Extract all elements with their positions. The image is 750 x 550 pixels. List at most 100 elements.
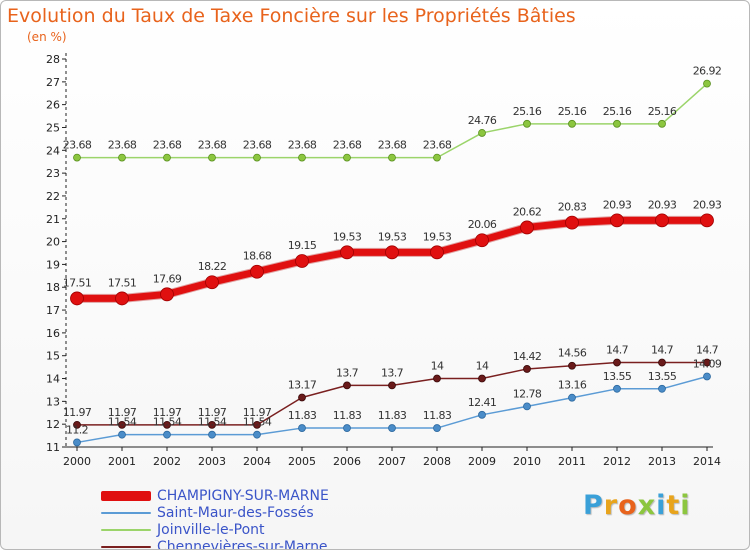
data-point [340, 245, 354, 260]
data-point [208, 153, 216, 162]
data-label: 20.06 [468, 218, 497, 231]
x-tick-label: 2007 [378, 455, 406, 468]
data-point [613, 358, 621, 367]
data-point [250, 264, 264, 279]
y-tick-label: 28 [46, 53, 60, 66]
data-label: 14.56 [558, 347, 587, 360]
data-label: 11.97 [198, 406, 227, 419]
data-point [298, 153, 306, 162]
x-tick-label: 2004 [243, 455, 271, 468]
data-point [658, 358, 666, 367]
data-label: 25.16 [603, 105, 632, 118]
x-tick-label: 2008 [423, 455, 451, 468]
x-tick-label: 2000 [63, 455, 91, 468]
y-tick-label: 14 [46, 373, 60, 386]
data-label: 11.97 [243, 406, 272, 419]
logo-letter: r [603, 490, 619, 521]
data-point [343, 381, 351, 390]
data-point [700, 213, 714, 228]
logo-letter: t [666, 490, 681, 521]
data-point [658, 384, 666, 393]
data-label: 14 [431, 360, 444, 373]
data-label: 11.54 [108, 416, 137, 429]
data-point [343, 153, 351, 162]
data-label: 14.42 [513, 350, 542, 363]
data-label: 13.7 [381, 366, 404, 379]
data-label: 23.68 [63, 139, 92, 152]
y-tick-label: 22 [46, 190, 60, 203]
data-label: 11.83 [288, 409, 317, 422]
y-tick-label: 17 [46, 304, 60, 317]
data-label: 11.97 [108, 406, 137, 419]
data-point [433, 424, 441, 432]
data-point [478, 129, 486, 137]
data-label: 11.54 [243, 416, 272, 429]
data-label: 14.7 [651, 344, 674, 357]
data-label: 12.78 [513, 387, 542, 400]
data-point [163, 153, 171, 162]
x-tick-label: 2010 [513, 455, 541, 468]
y-tick-label: 20 [46, 236, 60, 249]
data-point [433, 153, 441, 162]
data-point [478, 410, 486, 419]
data-point [613, 384, 621, 393]
data-label: 11.2 [66, 423, 88, 436]
data-label: 14.7 [606, 344, 629, 357]
data-label: 23.68 [333, 139, 362, 152]
data-point [565, 215, 579, 230]
data-label: 13.17 [288, 378, 317, 391]
proxiti-logo: Proxiti [583, 490, 691, 521]
data-label: 20.83 [558, 201, 587, 214]
data-label: 11.97 [153, 406, 182, 419]
data-label: 20.93 [648, 198, 677, 211]
data-point [118, 420, 126, 429]
data-point [658, 119, 666, 128]
legend-label: CHAMPIGNY-SUR-MARNE [157, 487, 329, 504]
data-label: 20.62 [513, 205, 542, 218]
data-point [478, 374, 486, 383]
data-point [568, 393, 576, 402]
data-label: 23.68 [153, 139, 182, 152]
logo-letter: i [680, 490, 691, 521]
data-point [520, 220, 534, 235]
data-point [430, 245, 444, 260]
data-label: 19.53 [378, 230, 407, 243]
y-tick-label: 21 [46, 213, 60, 226]
x-tick-label: 2009 [468, 455, 496, 468]
y-tick-label: 11 [46, 441, 60, 454]
data-label: 17.51 [108, 276, 137, 289]
data-point [253, 430, 261, 439]
data-label: 24.76 [468, 114, 497, 127]
data-point [655, 213, 669, 228]
y-tick-label: 26 [46, 99, 60, 112]
data-point [610, 213, 624, 228]
data-point [163, 430, 171, 439]
data-label: 11.83 [333, 409, 362, 422]
line-chart: 11 12 13 14 15 16 17 18 19 20 21 22 23 24 25 26 27 28 2000… [46, 53, 722, 468]
y-tick-label: 18 [46, 281, 60, 294]
data-label: 11.54 [198, 416, 227, 429]
legend: CHAMPIGNY-SUR-MARNE Saint-Maur-des-Fossés… [101, 487, 329, 549]
data-point [118, 153, 126, 162]
y-tick-label: 19 [46, 258, 60, 271]
data-point [73, 153, 81, 162]
logo-letter: x [637, 490, 657, 521]
data-point [343, 424, 351, 432]
data-point [388, 424, 396, 432]
data-label: 13.7 [336, 366, 359, 379]
data-point [163, 420, 171, 429]
data-point [298, 393, 306, 402]
data-label: 23.68 [198, 139, 227, 152]
y-tick-label: 23 [46, 167, 60, 180]
legend-swatch [101, 545, 151, 548]
data-label: 11.83 [423, 409, 452, 422]
data-label: 19.53 [423, 230, 452, 243]
data-label: 19.15 [288, 239, 317, 252]
x-tick-label: 2006 [333, 455, 361, 468]
logo-letter: i [656, 490, 667, 521]
data-label: 11.97 [63, 406, 92, 419]
data-point [703, 79, 711, 88]
legend-item: Saint-Maur-des-Fossés [101, 504, 329, 521]
data-point [523, 402, 531, 411]
data-point [475, 233, 489, 248]
